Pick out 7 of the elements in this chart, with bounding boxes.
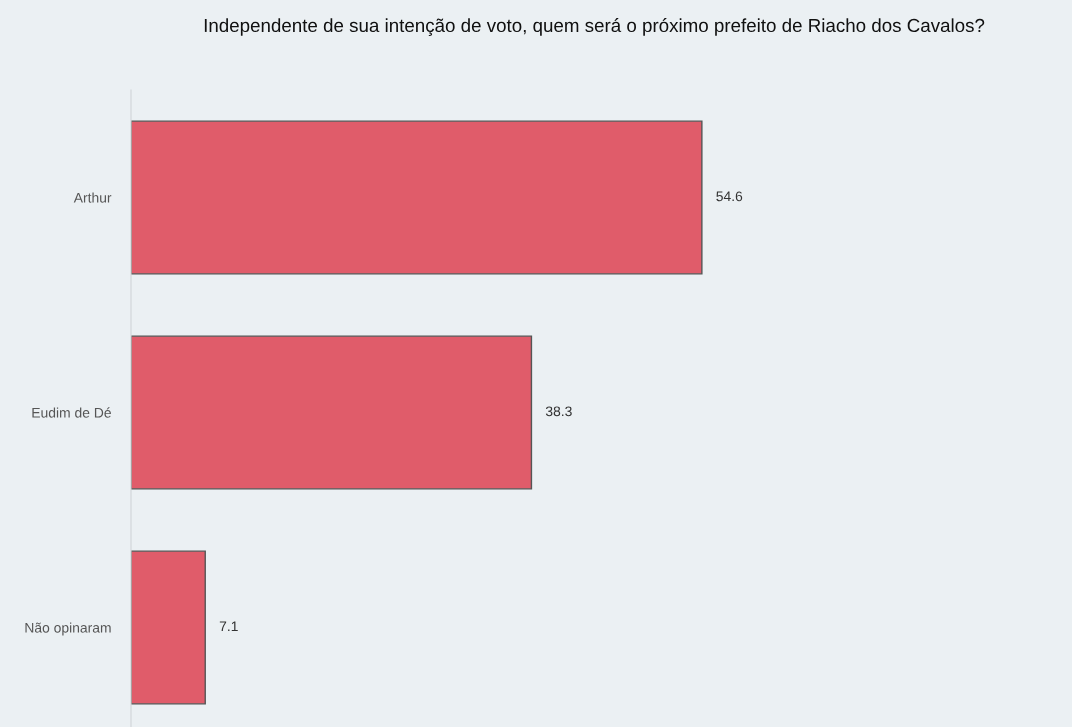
- data-label: 7.1: [219, 621, 238, 632]
- data-label: 54.6: [716, 191, 743, 202]
- y-tick-label: Arthur: [73, 192, 112, 203]
- y-tick-label: Não opinaram: [25, 622, 111, 636]
- data-label: 38.3: [545, 406, 572, 417]
- chart-title: Independente de sua intenção de voto, quem será o próximo prefeito de Riacho dos Cavalos?: [204, 18, 985, 36]
- y-tick-label: Eudim de Dé: [32, 407, 111, 418]
